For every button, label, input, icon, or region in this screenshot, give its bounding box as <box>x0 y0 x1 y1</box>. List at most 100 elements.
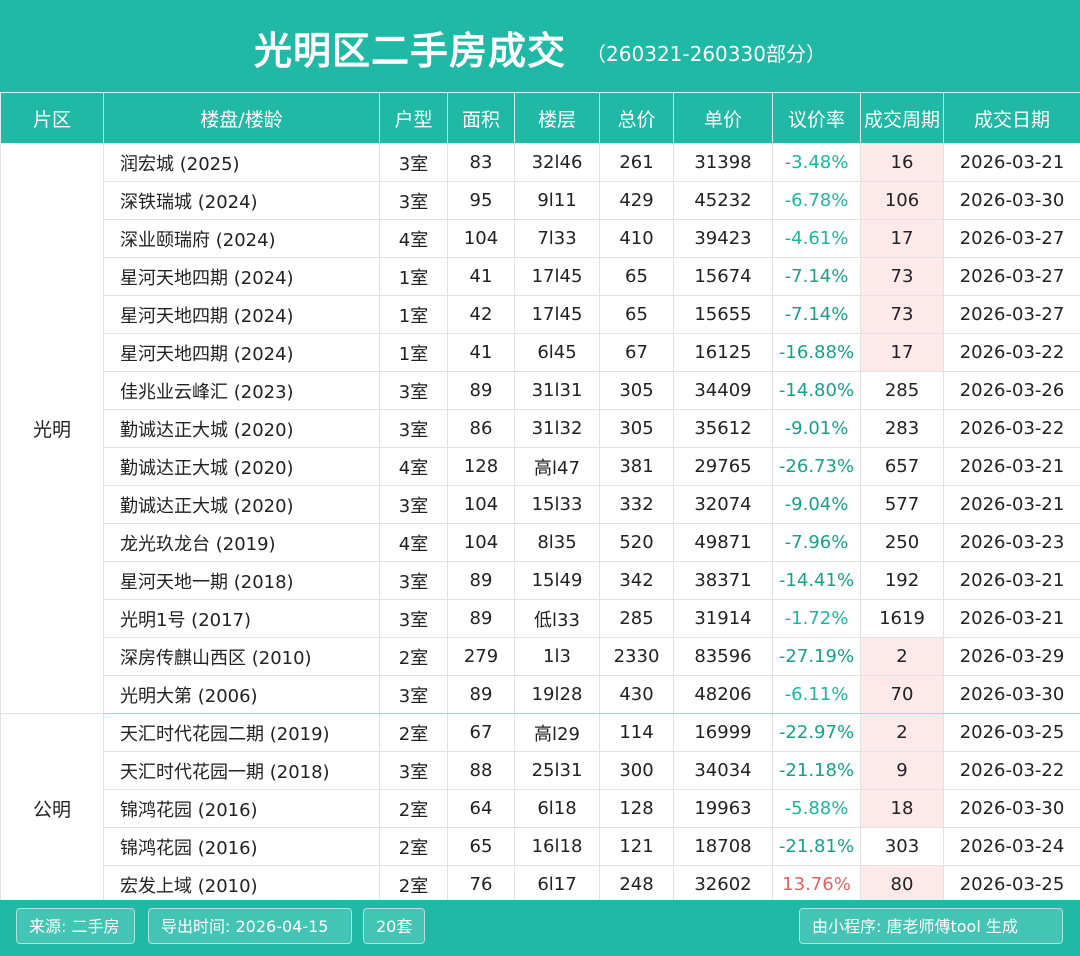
area-cell: 89 <box>447 599 515 638</box>
total-price-cell: 121 <box>599 827 674 866</box>
bargain-rate-cell: -9.01% <box>772 409 861 448</box>
table-row: 星河天地四期 (2024) 1室 42 17l45 65 15655 -7.14% 73 202… <box>1 295 1080 334</box>
floor-cell: 6l45 <box>514 333 600 372</box>
deal-date-cell: 2026-03-29 <box>943 637 1080 676</box>
table-row: 星河天地四期 (2024) 1室 41 17l45 65 15674 -7.14% 73 202… <box>1 257 1080 296</box>
area-cell: 89 <box>447 675 515 714</box>
deal-cycle-cell: 283 <box>860 409 944 448</box>
total-price-cell: 114 <box>599 713 674 752</box>
bargain-rate-cell: -7.96% <box>772 523 861 562</box>
area-cell: 89 <box>447 561 515 600</box>
unit-price-cell: 35612 <box>673 409 773 448</box>
table-row: 天汇时代花园一期 (2018) 3室 88 25l31 300 34034 -21.18% 9… <box>1 751 1080 790</box>
bargain-rate-cell: -27.19% <box>772 637 861 676</box>
deal-date-cell: 2026-03-26 <box>943 371 1080 410</box>
deal-cycle-cell: 80 <box>860 865 944 904</box>
floor-cell: 32l46 <box>514 143 600 182</box>
export-time-badge: 导出时间: 2026-04-15 <box>148 908 352 944</box>
floor-cell: 9l11 <box>514 181 600 220</box>
estate-cell: 深业颐瑞府 (2024) <box>103 219 380 258</box>
type-cell: 1室 <box>379 295 448 334</box>
floor-cell: 1l3 <box>514 637 600 676</box>
estate-cell: 勤诚达正大城 (2020) <box>103 447 380 486</box>
floor-cell: 17l45 <box>514 257 600 296</box>
total-price-cell: 2330 <box>599 637 674 676</box>
bargain-rate-cell: -14.80% <box>772 371 861 410</box>
estate-cell: 深房传麒山西区 (2010) <box>103 637 380 676</box>
type-cell: 1室 <box>379 333 448 372</box>
type-cell: 3室 <box>379 561 448 600</box>
deal-cycle-cell: 17 <box>860 333 944 372</box>
type-cell: 3室 <box>379 485 448 524</box>
estate-cell: 天汇时代花园一期 (2018) <box>103 751 380 790</box>
area-cell: 128 <box>447 447 515 486</box>
floor-cell: 8l35 <box>514 523 600 562</box>
table-row: 勤诚达正大城 (2020) 3室 104 15l33 332 32074 -9.04% 577… <box>1 485 1080 524</box>
estate-cell: 佳兆业云峰汇 (2023) <box>103 371 380 410</box>
floor-cell: 17l45 <box>514 295 600 334</box>
table-row: 光明1号 (2017) 3室 89 低l33 285 31914 -1.72% 1619 202… <box>1 599 1080 638</box>
type-cell: 4室 <box>379 447 448 486</box>
area-cell: 104 <box>447 485 515 524</box>
bargain-rate-cell: -3.48% <box>772 143 861 182</box>
column-header-floor: 楼层 <box>514 92 600 144</box>
transactions-table: 片区 楼盘/楼龄 户型 面积 楼层 总价 单价 议价率 成交周期 成交日期 光明… <box>0 92 1080 904</box>
deal-date-cell: 2026-03-27 <box>943 295 1080 334</box>
total-price-cell: 381 <box>599 447 674 486</box>
total-price-cell: 342 <box>599 561 674 600</box>
deal-cycle-cell: 106 <box>860 181 944 220</box>
bargain-rate-cell: -22.97% <box>772 713 861 752</box>
unit-price-cell: 19963 <box>673 789 773 828</box>
deal-cycle-cell: 2 <box>860 637 944 676</box>
table-body: 光明 润宏城 (2025) 3室 83 32l46 261 31398 -3.48% 16 202… <box>0 143 1080 904</box>
column-header-deal-cycle: 成交周期 <box>860 92 944 144</box>
table-row: 龙光玖龙台 (2019) 4室 104 8l35 520 49871 -7.96% 250 20… <box>1 523 1080 562</box>
total-price-cell: 248 <box>599 865 674 904</box>
bargain-rate-cell: -4.61% <box>772 219 861 258</box>
deal-cycle-cell: 192 <box>860 561 944 600</box>
table-row: 深业颐瑞府 (2024) 4室 104 7l33 410 39423 -4.61% 17 202… <box>1 219 1080 258</box>
total-price-cell: 305 <box>599 409 674 448</box>
area-cell: 42 <box>447 295 515 334</box>
total-price-cell: 305 <box>599 371 674 410</box>
estate-cell: 星河天地四期 (2024) <box>103 295 380 334</box>
area-cell: 65 <box>447 827 515 866</box>
table-header-row: 片区 楼盘/楼龄 户型 面积 楼层 总价 单价 议价率 成交周期 成交日期 <box>0 92 1080 144</box>
estate-cell: 润宏城 (2025) <box>103 143 380 182</box>
table-row: 光明 润宏城 (2025) 3室 83 32l46 261 31398 -3.48% 16 202… <box>0 143 1080 714</box>
deal-cycle-cell: 73 <box>860 257 944 296</box>
total-price-cell: 67 <box>599 333 674 372</box>
column-header-unit-price: 单价 <box>673 92 773 144</box>
total-price-cell: 261 <box>599 143 674 182</box>
floor-cell: 31l31 <box>514 371 600 410</box>
floor-cell: 6l18 <box>514 789 600 828</box>
table-row: 光明大第 (2006) 3室 89 19l28 430 48206 -6.11% 70 2026… <box>1 675 1080 714</box>
deal-date-cell: 2026-03-27 <box>943 257 1080 296</box>
page-subtitle: （260321-260330部分） <box>586 41 826 66</box>
total-price-cell: 285 <box>599 599 674 638</box>
bargain-rate-cell: -21.18% <box>772 751 861 790</box>
type-cell: 2室 <box>379 637 448 676</box>
bargain-rate-cell: -16.88% <box>772 333 861 372</box>
floor-cell: 高l29 <box>514 713 600 752</box>
type-cell: 2室 <box>379 827 448 866</box>
floor-cell: 19l28 <box>514 675 600 714</box>
estate-cell: 勤诚达正大城 (2020) <box>103 485 380 524</box>
deal-cycle-cell: 16 <box>860 143 944 182</box>
estate-cell: 光明1号 (2017) <box>103 599 380 638</box>
column-header-total-price: 总价 <box>599 92 674 144</box>
unit-price-cell: 32602 <box>673 865 773 904</box>
deal-date-cell: 2026-03-22 <box>943 333 1080 372</box>
deal-date-cell: 2026-03-22 <box>943 409 1080 448</box>
bargain-rate-cell: -26.73% <box>772 447 861 486</box>
unit-price-cell: 15674 <box>673 257 773 296</box>
unit-price-cell: 16999 <box>673 713 773 752</box>
bargain-rate-cell: -21.81% <box>772 827 861 866</box>
deal-cycle-cell: 285 <box>860 371 944 410</box>
table-row: 勤诚达正大城 (2020) 3室 86 31l32 305 35612 -9.01% 283 2… <box>1 409 1080 448</box>
column-header-bargain-rate: 议价率 <box>772 92 861 144</box>
bargain-rate-cell: -6.11% <box>772 675 861 714</box>
type-cell: 3室 <box>379 409 448 448</box>
deal-cycle-cell: 1619 <box>860 599 944 638</box>
estate-cell: 宏发上域 (2010) <box>103 865 380 904</box>
